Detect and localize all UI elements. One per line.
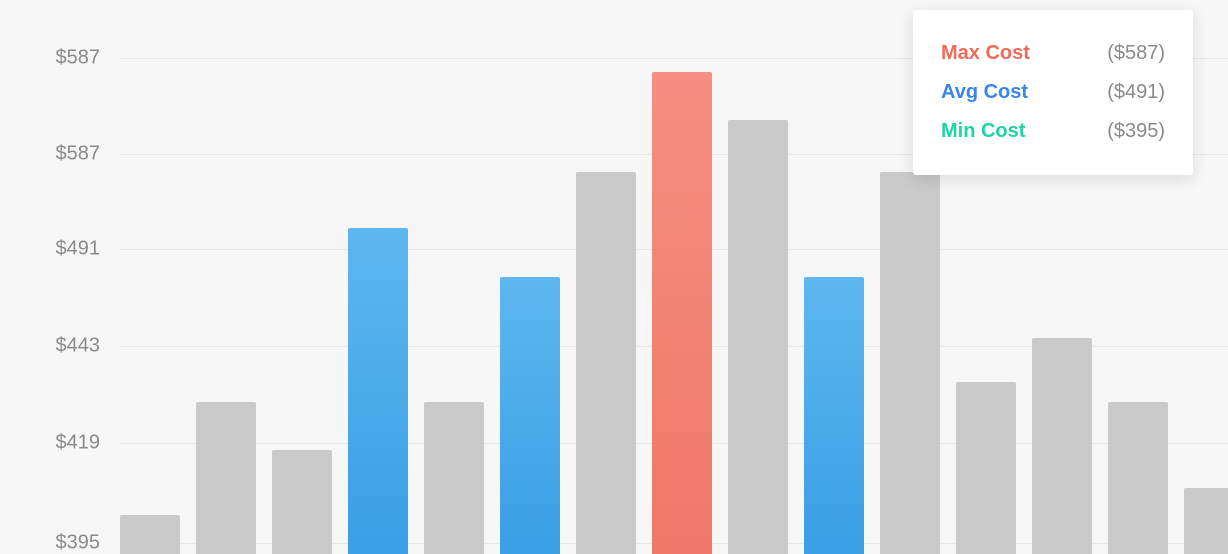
y-tick-label: $587 xyxy=(56,47,101,70)
y-tick-label: $419 xyxy=(56,432,101,455)
y-tick-label: $491 xyxy=(56,238,101,261)
legend-label-max: Max Cost xyxy=(941,42,1030,65)
bar xyxy=(424,402,484,554)
legend-value-avg: ($491) xyxy=(1107,81,1165,104)
y-tick-label: $395 xyxy=(56,531,101,554)
bar xyxy=(120,515,180,554)
bar xyxy=(880,172,940,554)
legend-label-min: Min Cost xyxy=(941,120,1025,143)
bar xyxy=(500,277,560,554)
y-axis: $395 $419 $443 $491 $587 $587 xyxy=(0,0,110,554)
bar xyxy=(196,402,256,554)
legend-row-avg: Avg Cost ($491) xyxy=(941,73,1165,112)
cost-legend: Max Cost ($587) Avg Cost ($491) Min Cost… xyxy=(913,10,1193,175)
legend-label-avg: Avg Cost xyxy=(941,81,1028,104)
bar xyxy=(804,277,864,554)
bar xyxy=(728,120,788,554)
y-tick-label: $587 xyxy=(56,143,101,166)
bar xyxy=(652,72,712,554)
bar xyxy=(348,228,408,554)
y-tick-label: $443 xyxy=(56,335,101,358)
bar xyxy=(956,382,1016,554)
legend-row-max: Max Cost ($587) xyxy=(941,34,1165,73)
bar xyxy=(272,450,332,554)
legend-row-min: Min Cost ($395) xyxy=(941,112,1165,151)
legend-value-min: ($395) xyxy=(1107,120,1165,143)
bar xyxy=(1184,488,1228,554)
bar xyxy=(1032,338,1092,554)
bar xyxy=(1108,402,1168,554)
cost-bar-chart: $395 $419 $443 $491 $587 $587 Max Cost ($587)… xyxy=(0,0,1228,554)
bar xyxy=(576,172,636,554)
legend-value-max: ($587) xyxy=(1107,42,1165,65)
